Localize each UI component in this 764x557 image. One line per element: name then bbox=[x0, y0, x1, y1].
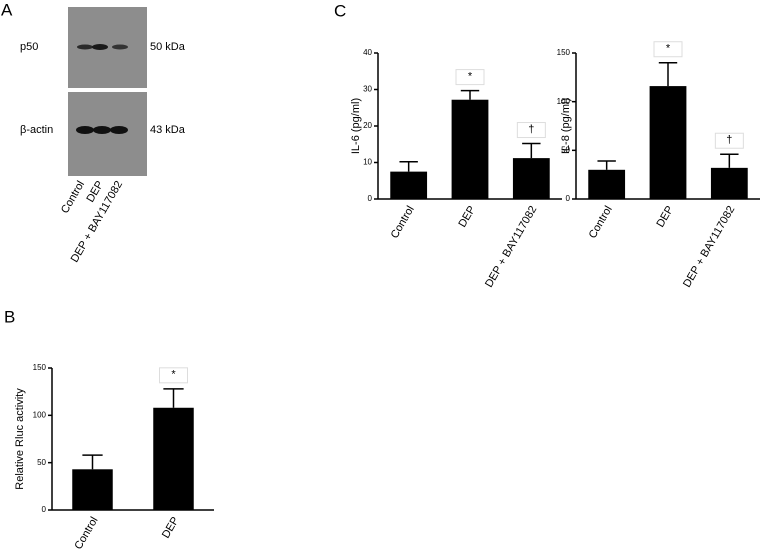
bar bbox=[390, 171, 428, 199]
blot-size: 43 kDa bbox=[150, 124, 186, 136]
annotation: * bbox=[468, 71, 473, 83]
y-tick-label: 20 bbox=[363, 121, 372, 130]
blot-size: 50 kDa bbox=[150, 41, 186, 53]
y-tick-label: 10 bbox=[363, 158, 372, 167]
y-tick-label: 100 bbox=[557, 97, 571, 106]
x-tick-label: DEP + BAY117082 bbox=[483, 204, 539, 290]
y-tick-label: 0 bbox=[368, 194, 373, 203]
bar bbox=[710, 167, 748, 199]
y-axis-label: Relative Rluc activity bbox=[14, 388, 26, 490]
x-tick-label: Control bbox=[72, 515, 100, 552]
x-tick-label: Control bbox=[389, 204, 417, 241]
panel-label: A bbox=[1, 0, 13, 19]
bar bbox=[153, 407, 194, 510]
y-tick-label: 50 bbox=[561, 145, 570, 154]
blot-image bbox=[68, 92, 147, 176]
blot-row-label: β-actin bbox=[20, 124, 53, 136]
annotation: * bbox=[171, 369, 176, 381]
band bbox=[92, 44, 108, 50]
annotation-box bbox=[653, 41, 683, 58]
annotation: * bbox=[666, 43, 671, 55]
y-tick-label: 150 bbox=[557, 48, 571, 57]
band bbox=[77, 44, 93, 50]
annotation-box bbox=[159, 367, 188, 384]
y-axis-label: IL-8 (pg/ml) bbox=[560, 98, 572, 154]
x-tick-label: DEP bbox=[160, 515, 182, 541]
y-tick-label: 30 bbox=[363, 85, 372, 94]
y-axis-label: IL-6 (pg/ml) bbox=[350, 98, 362, 154]
annotation: † bbox=[528, 123, 534, 135]
band bbox=[110, 126, 128, 134]
y-tick-label: 0 bbox=[566, 194, 571, 203]
y-tick-label: 0 bbox=[42, 505, 47, 514]
bar bbox=[451, 99, 489, 199]
annotation-box bbox=[714, 132, 744, 149]
bar bbox=[72, 469, 113, 510]
band bbox=[76, 126, 94, 134]
lane-label: Control bbox=[59, 179, 87, 216]
bar bbox=[512, 158, 550, 199]
panel-label: C bbox=[334, 1, 346, 20]
x-tick-label: DEP bbox=[654, 204, 676, 230]
panel-label: B bbox=[4, 307, 15, 326]
band bbox=[112, 44, 128, 50]
y-tick-label: 150 bbox=[33, 363, 47, 372]
band bbox=[93, 126, 111, 134]
bar bbox=[649, 86, 687, 199]
x-tick-label: DEP bbox=[456, 204, 478, 230]
annotation: † bbox=[726, 134, 732, 146]
y-tick-label: 40 bbox=[363, 48, 372, 57]
annotation-box bbox=[455, 69, 485, 86]
x-tick-label: DEP + BAY117082 bbox=[681, 204, 737, 290]
y-tick-label: 50 bbox=[37, 458, 46, 467]
annotation-box bbox=[516, 122, 546, 139]
blot: p50 50 kDa β-actin 43 kDa Control DEP DE… bbox=[20, 7, 186, 265]
y-tick-label: 100 bbox=[33, 410, 47, 419]
blot-row-label: p50 bbox=[20, 41, 38, 53]
bar bbox=[588, 169, 626, 199]
x-tick-label: Control bbox=[587, 204, 615, 241]
